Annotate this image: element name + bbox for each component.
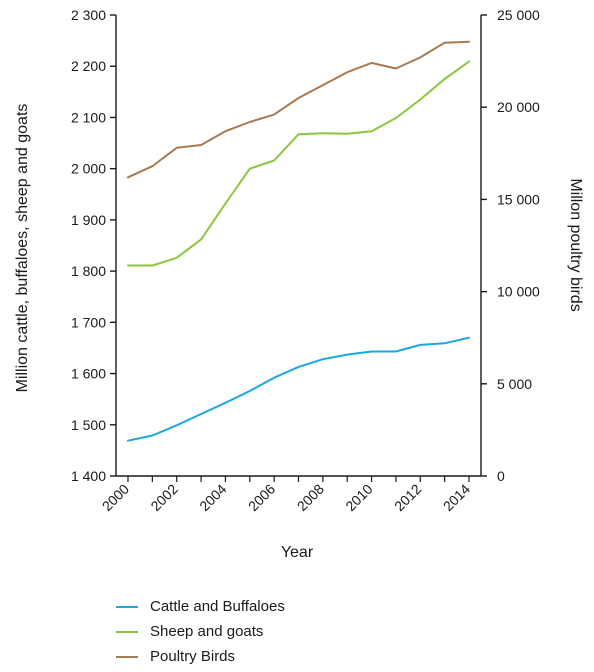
y-tick-left-label: 1 400 <box>71 468 106 484</box>
y-tick-right-label: 15 000 <box>497 191 540 207</box>
x-tick-label: 2014 <box>440 481 473 514</box>
legend-swatch-poultry <box>116 655 138 658</box>
y-axis-title-left: Million cattle, buffaloes, sheep and goa… <box>14 104 31 393</box>
y-tick-right-label: 0 <box>497 468 505 484</box>
y-tick-left-label: 1 500 <box>71 417 106 433</box>
chart-legend: Cattle and Buffaloes Sheep and goats Pou… <box>116 594 285 669</box>
y-tick-left-label: 2 100 <box>71 109 106 125</box>
x-tick-label: 2008 <box>294 481 327 514</box>
legend-item-sheep: Sheep and goats <box>116 619 285 644</box>
x-tick-label: 2002 <box>147 481 180 514</box>
x-tick-label: 2000 <box>99 481 132 514</box>
y-tick-left-label: 1 700 <box>71 314 106 330</box>
legend-label-cattle: Cattle and Buffaloes <box>150 598 285 615</box>
y-tick-right-label: 25 000 <box>497 7 540 23</box>
y-tick-right-label: 20 000 <box>497 99 540 115</box>
legend-swatch-cattle <box>116 605 138 608</box>
legend-label-sheep: Sheep and goats <box>150 623 264 640</box>
legend-label-poultry: Poultry Birds <box>150 648 236 665</box>
y-tick-right-label: 5 000 <box>497 376 532 392</box>
x-tick-label: 2006 <box>245 481 278 514</box>
series-line-1 <box>127 60 470 267</box>
line-chart: 1 400 1 500 1 600 1 700 1 800 1 900 2 000 2 100… <box>14 7 584 561</box>
y-tick-left-label: 1 600 <box>71 366 106 382</box>
y-axis-title-right: Millon poultry birds <box>567 178 584 311</box>
y-tick-left-label: 2 200 <box>71 58 106 74</box>
y-tick-left-label: 2 000 <box>71 161 106 177</box>
legend-swatch-sheep <box>116 630 138 633</box>
y-tick-right-label: 10 000 <box>497 284 540 300</box>
series-line-2 <box>127 40 470 179</box>
x-tick-label: 2004 <box>196 481 229 514</box>
x-tick-label: 2012 <box>391 481 424 514</box>
y-tick-left-label: 1 900 <box>71 212 106 228</box>
legend-item-cattle: Cattle and Buffaloes <box>116 594 285 619</box>
series-line-0 <box>127 336 470 442</box>
chart-series <box>127 40 470 442</box>
y-tick-left-label: 1 800 <box>71 263 106 279</box>
x-axis-title: Year <box>281 544 314 561</box>
y-tick-left-label: 2 300 <box>71 7 106 23</box>
legend-item-poultry: Poultry Birds <box>116 644 285 669</box>
x-tick-label: 2010 <box>342 481 375 514</box>
